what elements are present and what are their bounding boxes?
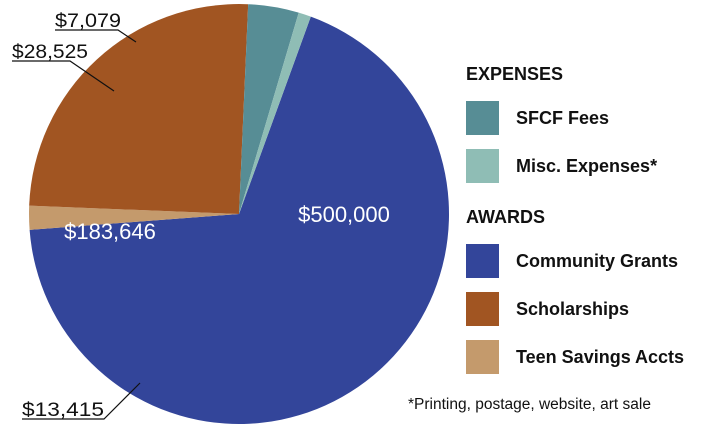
legend: EXPENSES SFCF Fees Misc. Expenses* AWARD… <box>466 0 728 428</box>
legend-swatch-scholarships <box>466 292 499 326</box>
legend-label-community-grants: Community Grants <box>516 251 679 271</box>
legend-group-title-expenses: EXPENSES <box>466 64 564 84</box>
legend-swatch-sfcf-fees <box>466 101 499 135</box>
legend-swatch-misc-expenses <box>466 149 499 183</box>
data-label-sfcf-fees: $28,525 <box>12 42 88 63</box>
leader-line-sfcf-fees <box>12 60 115 92</box>
legend-group-title-awards: AWARDS <box>466 207 546 227</box>
pie-slice-scholarships <box>29 3 249 214</box>
legend-label-teen-savings: Teen Savings Accts <box>516 347 685 367</box>
pie-slices <box>28 3 450 424</box>
pie-slice-teen-savings-accts <box>28 205 239 230</box>
leader-line-teen-savings-accts <box>22 382 141 420</box>
pie-slice-community-grants <box>29 16 450 424</box>
pie-slice-sfcf-fees <box>239 4 299 215</box>
legend-label-sfcf-fees: SFCF Fees <box>516 108 610 128</box>
pie-chart: $500,000 $13,415 $183,646 $28,525 $7,079 <box>12 3 450 424</box>
legend-swatch-teen-savings <box>466 340 499 374</box>
pie-labels: $500,000 $13,415 $183,646 $28,525 $7,079 <box>12 11 390 421</box>
leader-line-misc-expenses <box>55 29 137 43</box>
data-label-misc-expenses: $7,079 <box>55 11 121 32</box>
legend-label-misc-expenses: Misc. Expenses* <box>516 156 658 176</box>
data-label-community-grants: $500,000 <box>298 202 390 227</box>
data-label-teen-savings-accts: $13,415 <box>22 400 104 421</box>
data-label-scholarships: $183,646 <box>64 219 156 244</box>
footnote: *Printing, postage, website, art sale <box>408 396 651 413</box>
legend-label-scholarships: Scholarships <box>516 299 630 319</box>
legend-swatch-community-grants <box>466 244 499 278</box>
pie-slice-misc-expenses <box>239 12 311 215</box>
